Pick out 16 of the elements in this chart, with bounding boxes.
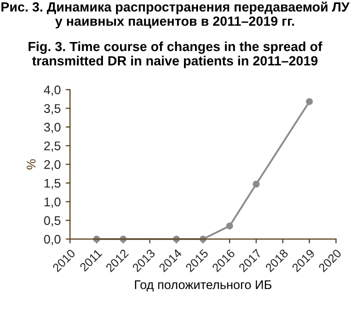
chart-subtitle: Fig. 3. Time course of changes in the spread of transmitted DR in naive patients in 2011–2019 xyxy=(28,42,322,68)
chart-title: Рис. 3. Динамика распространения передаваемой ЛУ у наивных пациентов в 2011–2019 гг. xyxy=(1,2,350,28)
y-tick-label: 4,0 xyxy=(44,85,60,96)
y-tick-label: 1,5 xyxy=(44,178,60,190)
y-tick-label: 3,0 xyxy=(44,122,60,134)
y-tick-label: 3,5 xyxy=(44,104,60,114)
y-tick-label: 0,5 xyxy=(44,216,60,226)
y-axis-title: % xyxy=(26,159,36,170)
x-axis-title: Год положительного ИБ xyxy=(135,280,272,292)
y-tick-label: 2,0 xyxy=(44,160,60,170)
y-tick-label: 0,0 xyxy=(44,234,60,246)
y-tick-label: 2,5 xyxy=(44,141,60,152)
point xyxy=(252,180,260,188)
point xyxy=(226,222,234,230)
y-tick-label: 1,0 xyxy=(44,197,60,208)
point xyxy=(306,98,313,106)
